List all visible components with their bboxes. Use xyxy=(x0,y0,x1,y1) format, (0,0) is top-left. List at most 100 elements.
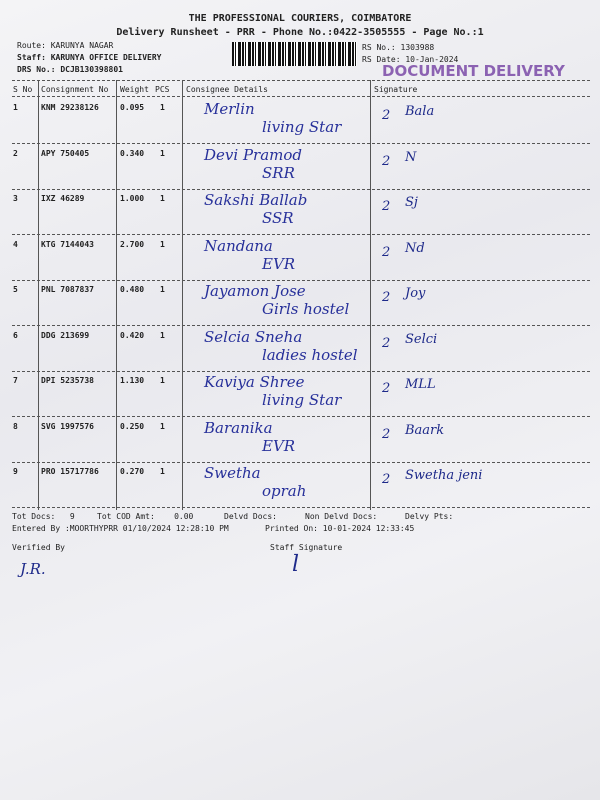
drs-number: DRS No.: DCJB130398801 xyxy=(17,65,123,74)
verified-by-label: Verified By xyxy=(12,543,65,552)
document-delivery-stamp: DOCUMENT DELIVERY xyxy=(382,62,565,80)
runsheet-title: Delivery Runsheet - PRR - Phone No.:0422… xyxy=(116,27,484,38)
row-pcs: 1 xyxy=(160,330,165,340)
row-divider xyxy=(12,370,590,372)
delivered-docs: Delvd Docs: xyxy=(224,512,277,521)
row-consignee-place: SSR xyxy=(262,209,294,227)
column-line xyxy=(116,80,117,510)
row-consignee-name: Jayamon Jose xyxy=(204,282,306,300)
row-consignment-no: PNL 7087837 xyxy=(41,285,94,294)
total-docs: Tot Docs: 9 xyxy=(12,512,75,521)
row-signature: N xyxy=(405,149,417,165)
row-sno: 6 xyxy=(13,330,18,340)
row-relation-mark: 2 xyxy=(382,426,391,442)
row-weight: 0.340 xyxy=(120,148,145,158)
header-consignee: Consignee Details xyxy=(186,85,268,94)
row-consignee-name: Kaviya Shree xyxy=(204,373,305,391)
row-pcs: 1 xyxy=(160,103,165,112)
row-consignee-name: Merlin xyxy=(204,100,255,118)
column-line xyxy=(182,80,183,510)
row-consignee-place: SRR xyxy=(262,163,295,182)
staff-signature: l xyxy=(292,552,300,577)
staff: Staff: KARUNYA OFFICE DELIVERY xyxy=(17,53,162,62)
row-pcs: 1 xyxy=(160,239,165,249)
row-pcs: 1 xyxy=(160,148,165,158)
header-sno: S No xyxy=(13,85,33,94)
row-divider xyxy=(12,507,590,508)
row-consignee-place: Girls hostel xyxy=(262,300,350,318)
non-delivered-docs: Non Delvd Docs: xyxy=(305,512,378,521)
row-relation-mark: 2 xyxy=(382,335,391,351)
row-sno: 7 xyxy=(13,376,18,385)
row-sno: 2 xyxy=(13,148,18,158)
row-consignment-no: SVG 1997576 xyxy=(41,421,94,431)
row-weight: 1.000 xyxy=(120,194,145,203)
row-signature: Swetha jeni xyxy=(405,468,483,483)
row-signature: Sj xyxy=(405,195,418,210)
row-relation-mark: 2 xyxy=(382,290,391,305)
row-divider xyxy=(12,188,590,190)
row-weight: 0.250 xyxy=(120,421,145,431)
row-consignee-place: ladies hostel xyxy=(262,345,358,364)
total-cod: Tot COD Amt: 0.00 xyxy=(97,512,194,521)
row-consignee-name: Devi Pramod xyxy=(204,145,303,164)
row-pcs: 1 xyxy=(160,467,165,476)
row-divider xyxy=(12,416,590,417)
column-line xyxy=(38,80,39,510)
row-weight: 1.130 xyxy=(120,376,145,385)
row-divider xyxy=(12,325,590,326)
header-signature: Signature xyxy=(374,85,418,94)
row-consignee-name: Selcia Sneha xyxy=(204,327,303,346)
row-weight: 0.480 xyxy=(120,285,145,294)
verifier-signature: J.R. xyxy=(20,560,46,578)
row-relation-mark: 2 xyxy=(382,472,391,487)
row-consignee-name: Swetha xyxy=(204,464,261,482)
row-consignment-no: DPI 5235738 xyxy=(41,376,94,385)
row-signature: Bala xyxy=(405,104,435,119)
row-sno: 8 xyxy=(13,421,18,431)
row-consignee-place: EVR xyxy=(262,436,296,455)
divider xyxy=(12,96,590,97)
printed-on: Printed On: 10-01-2024 12:33:45 xyxy=(265,524,415,533)
route: Route: KARUNYA NAGAR xyxy=(17,41,114,50)
barcode xyxy=(232,42,357,66)
rs-number: RS No.: 1303988 xyxy=(362,43,435,52)
row-relation-mark: 2 xyxy=(382,381,391,396)
row-relation-mark: 2 xyxy=(382,244,391,260)
row-divider xyxy=(12,143,590,144)
staff-signature-label: Staff Signature xyxy=(270,543,343,552)
row-weight: 2.700 xyxy=(120,239,145,249)
row-sno: 9 xyxy=(13,467,18,476)
row-consignee-place: living Star xyxy=(262,118,342,136)
row-signature: Nd xyxy=(405,240,425,256)
column-line xyxy=(370,80,371,510)
row-signature: Joy xyxy=(405,286,426,301)
row-consignee-place: oprah xyxy=(262,482,307,500)
row-divider xyxy=(12,279,590,281)
row-pcs: 1 xyxy=(160,285,165,294)
header-consignment: Consignment No xyxy=(41,85,109,94)
row-consignee-place: EVR xyxy=(262,254,296,273)
delivery-points: Delvy Pts: xyxy=(405,512,454,521)
rs-date: RS Date: 10-Jan-2024 xyxy=(362,55,459,64)
row-signature: Selci xyxy=(405,331,438,347)
row-divider xyxy=(12,461,590,463)
entered-by: Entered By :MOORTHYPRR 01/10/2024 12:28:… xyxy=(12,524,229,533)
row-consignee-place: living Star xyxy=(262,391,342,409)
row-relation-mark: 2 xyxy=(382,108,391,123)
row-consignee-name: Baranika xyxy=(204,418,273,437)
row-consignee-name: Sakshi Ballab xyxy=(204,191,308,209)
row-pcs: 1 xyxy=(160,376,165,385)
row-weight: 0.420 xyxy=(120,330,145,340)
company-name: THE PROFESSIONAL COURIERS, COIMBATORE xyxy=(188,13,412,24)
row-consignment-no: PRO 15717786 xyxy=(41,467,99,476)
row-consignment-no: APY 750405 xyxy=(41,148,90,158)
row-signature: Baark xyxy=(405,422,445,438)
row-weight: 0.095 xyxy=(120,103,145,112)
header-pcs: PCS xyxy=(155,85,170,94)
row-signature: MLL xyxy=(405,377,436,392)
row-consignee-name: Nandana xyxy=(204,236,273,255)
row-consignment-no: DDG 213699 xyxy=(41,330,90,340)
row-sno: 3 xyxy=(13,194,18,203)
row-sno: 4 xyxy=(13,239,18,249)
